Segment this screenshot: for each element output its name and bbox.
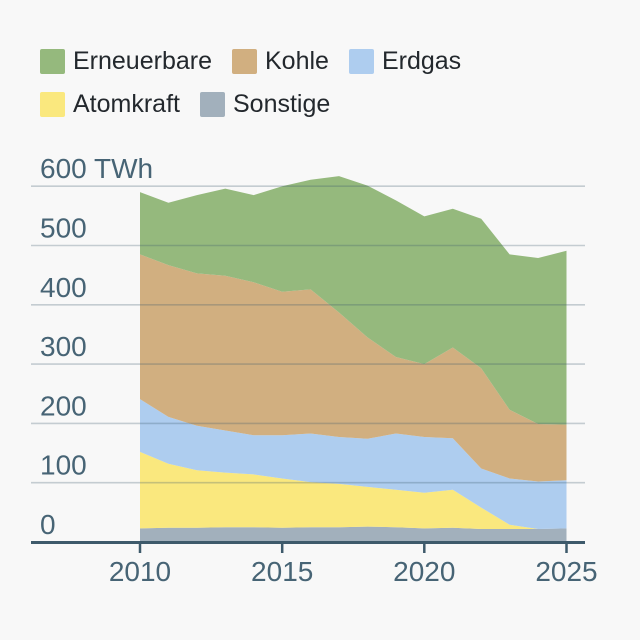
area-erneuerbare — [140, 176, 567, 425]
legend-row-2: Atomkraft Sonstige — [40, 92, 481, 117]
legend-item-label: Erneuerbare — [73, 47, 212, 75]
legend-item-erneuerbare: Erneuerbare — [40, 49, 212, 74]
legend-item-label: Kohle — [264, 47, 329, 75]
legend-item-label: Atomkraft — [73, 90, 180, 118]
area-layers — [140, 176, 567, 542]
legend-item-sonstige: Sonstige — [199, 90, 331, 118]
legend-row-1: Erneuerbare Kohle Erdgas — [40, 49, 481, 74]
x-axis-tick-label: 2010 — [109, 556, 171, 587]
y-axis-tick-label: 600 TWh — [40, 153, 153, 184]
x-axis-tick-label: 2020 — [393, 556, 455, 587]
legend-item-label: Erdgas — [381, 47, 462, 75]
legend-swatch-erneuerbare-icon — [40, 49, 65, 74]
y-axis-tick-label: 200 — [40, 390, 87, 421]
legend: Erneuerbare Kohle Erdgas Atomkraft Sonst… — [40, 49, 481, 135]
legend-item-kohle: Kohle — [231, 47, 329, 75]
y-axis-labels: 600 TWh 500 400 300 200 100 0 — [40, 153, 153, 540]
x-axis — [31, 541, 585, 553]
y-axis-tick-label: 300 — [40, 331, 87, 362]
y-axis-tick-label: 100 — [40, 450, 87, 481]
area-erdgas — [140, 399, 567, 529]
legend-swatch-atomkraft-icon — [40, 92, 65, 117]
legend-item-label: Sonstige — [232, 90, 331, 118]
area-kohle — [140, 254, 567, 482]
area-atomkraft — [140, 451, 567, 529]
legend-swatch-kohle-icon — [231, 49, 257, 74]
legend-item-erdgas: Erdgas — [348, 47, 462, 75]
x-axis-tick-label: 2025 — [535, 556, 597, 587]
y-axis-tick-label: 500 — [40, 213, 87, 244]
y-axis-tick-label: 400 — [40, 272, 87, 303]
legend-swatch-erdgas-icon — [348, 49, 374, 74]
x-axis-tick-label: 2015 — [251, 556, 313, 587]
area-sonstige — [140, 526, 567, 542]
y-axis-tick-label: 0 — [40, 509, 56, 540]
legend-item-atomkraft: Atomkraft — [40, 92, 180, 117]
legend-swatch-sonstige-icon — [199, 92, 225, 117]
x-axis-labels: 2010 2015 2020 2025 — [109, 556, 598, 587]
gridlines — [31, 185, 585, 484]
